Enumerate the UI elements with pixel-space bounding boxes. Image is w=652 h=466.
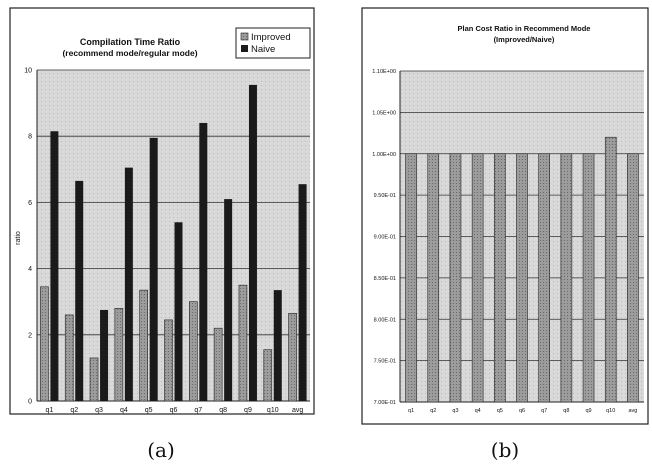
x-tick-label: q10 [267,407,279,414]
legend-label-naive: Naive [251,44,275,55]
bar-naive [174,222,183,401]
x-tick-label: q3 [95,407,103,414]
chart-a-plot: 0 2 4 6 8 10 q1 q2 q3 q4 q5 q6 q7 q8 q9 q10 avg [24,68,310,414]
chart-a-subtitle: (recommend mode/regular mode) [62,48,197,58]
bar-ratio [427,153,440,403]
x-tick-label: q6 [170,407,178,414]
x-tick-label: q9 [585,408,591,414]
y-tick-label: 8.50E-01 [374,276,396,282]
y-tick-label: 0 [28,399,32,406]
bar-improved [139,289,148,402]
bar-ratio [627,153,639,403]
legend-swatch-improved [240,32,249,41]
y-tick-label: 7.00E-01 [374,400,396,406]
x-tick-label: avg [628,408,637,414]
bar-naive [124,167,133,401]
y-tick-label: 9.00E-01 [374,235,396,241]
x-tick-label: q4 [120,407,128,414]
x-tick-label: q1 [46,407,54,414]
bar-improved [189,301,198,402]
x-tick-label: q7 [194,407,202,414]
bar-ratio [560,153,573,403]
chart-a: Compilation Time Ratio (recommend mode/r… [9,7,315,415]
y-tick-label: 8 [28,134,32,141]
bar-ratio [604,136,617,403]
chart-a-title: Compilation Time Ratio [80,37,181,47]
bar-ratio [449,153,462,403]
caption-a: (a) [147,438,175,462]
bar-naive [224,199,233,401]
x-tick-label: q5 [145,407,153,414]
bar-improved [114,308,124,402]
bar-naive [248,84,257,402]
x-tick-label: q7 [541,408,547,414]
chart-b-plot: 7.00E-01 7.50E-01 8.00E-01 8.50E-01 9.00E-01… [372,69,644,414]
y-tick-label: 1.00E+00 [372,152,396,158]
y-tick-label: 7.50E-01 [374,359,396,365]
y-tick-label: 1.05E+00 [372,110,396,116]
y-tick-label: 2 [28,332,32,339]
x-tick-label: q2 [430,408,436,414]
bar-naive [75,180,84,401]
bar-ratio [516,153,528,403]
legend-swatch-naive [241,45,248,52]
chart-b-title: Plan Cost Ratio in Recommend Mode [458,24,591,33]
x-tick-label: q8 [219,407,227,414]
y-tick-label: 10 [24,68,32,75]
bar-naive [149,137,158,402]
x-tick-label: q6 [519,408,525,414]
legend-box [235,27,311,59]
x-tick-label: q3 [452,408,458,414]
x-tick-label: q2 [70,407,78,414]
chart-a-legend: Improved Naive [235,27,311,59]
bar-naive [298,184,307,401]
bar-ratio [538,153,550,403]
bar-improved [89,357,99,402]
bar-naive [273,290,282,401]
legend-label-improved: Improved [251,32,291,43]
chart-a-ylabel: ratio [15,231,22,245]
bar-improved [238,284,248,402]
bar-improved [64,314,74,402]
bar-naive [199,122,208,402]
y-tick-label: 8.00E-01 [374,317,396,323]
bar-improved [164,319,173,402]
caption-b: (b) [491,438,519,462]
bar-ratio [405,153,417,403]
bar-improved [213,327,223,402]
x-tick-label: q5 [497,408,503,414]
chart-b: Plan Cost Ratio in Recommend Mode (Impro… [361,7,649,425]
bar-improved [40,286,49,402]
x-tick-label: q4 [475,408,481,414]
y-tick-label: 1.10E+00 [372,69,396,75]
x-tick-label: avg [292,407,303,414]
x-tick-label: q1 [408,408,414,414]
bar-improved [263,349,273,402]
bar-ratio [471,153,484,403]
x-tick-label: q9 [244,407,252,414]
x-tick-label: q10 [606,408,615,414]
bar-ratio [494,153,506,403]
bar-improved [288,312,297,402]
x-tick-label: q8 [563,408,569,414]
bar-naive [50,131,59,402]
y-tick-label: 9.50E-01 [374,193,396,199]
chart-b-subtitle: (Improved/Naive) [494,35,555,44]
bar-ratio [582,153,595,403]
y-tick-label: 4 [28,266,32,273]
y-tick-label: 6 [28,200,32,207]
bar-naive [100,309,109,401]
